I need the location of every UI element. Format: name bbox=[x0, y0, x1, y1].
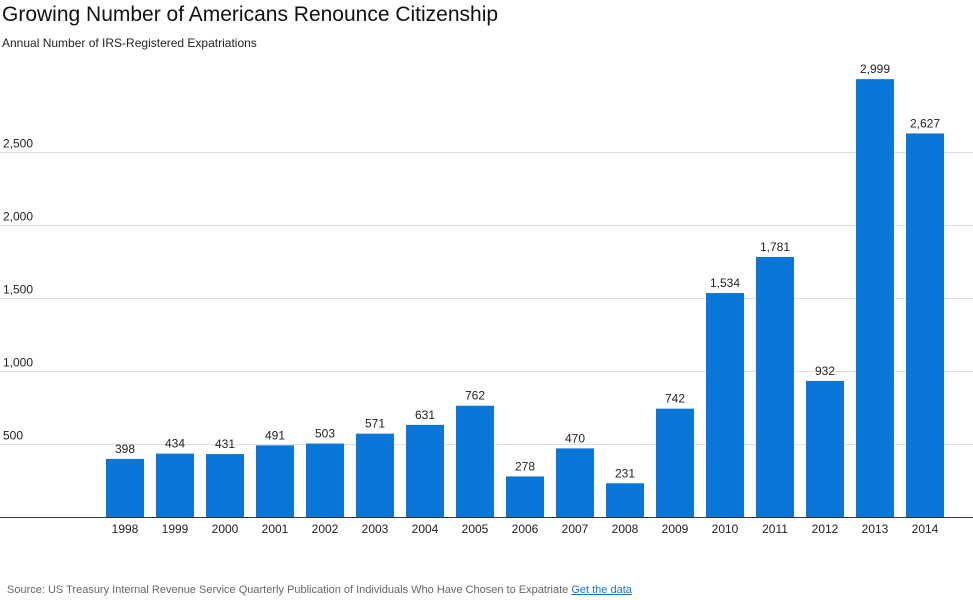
bar bbox=[806, 380, 844, 517]
y-tick-label: 1,500 bbox=[3, 283, 33, 297]
data-label: 231 bbox=[615, 466, 635, 480]
chart-subtitle: Annual Number of IRS-Registered Expatria… bbox=[2, 36, 257, 50]
bar bbox=[106, 458, 144, 517]
x-tick-label: 2013 bbox=[862, 522, 889, 536]
y-tick-label: 2,500 bbox=[3, 137, 33, 151]
chart-title: Growing Number of Americans Renounce Cit… bbox=[2, 3, 499, 26]
data-label: 470 bbox=[565, 431, 585, 445]
y-tick-label: 1,000 bbox=[3, 356, 33, 370]
data-label: 278 bbox=[515, 459, 535, 473]
data-label: 398 bbox=[115, 442, 135, 456]
bar bbox=[406, 424, 444, 517]
data-label: 503 bbox=[315, 427, 335, 441]
bar bbox=[156, 453, 194, 517]
bar bbox=[306, 443, 344, 517]
y-tick-label: 500 bbox=[3, 429, 23, 443]
bar bbox=[906, 133, 944, 517]
x-tick-label: 2010 bbox=[712, 522, 739, 536]
source-text: Source: US Treasury Internal Revenue Ser… bbox=[7, 584, 569, 596]
data-label: 631 bbox=[415, 408, 435, 422]
x-tick-label: 2001 bbox=[262, 522, 289, 536]
bar bbox=[706, 293, 744, 517]
x-tick-label: 2014 bbox=[912, 522, 939, 536]
data-label: 762 bbox=[465, 389, 485, 403]
y-tick-label: 2,000 bbox=[3, 210, 33, 224]
data-label: 2,627 bbox=[910, 116, 940, 130]
get-the-data-link[interactable]: Get the data bbox=[571, 584, 632, 596]
data-label: 2,999 bbox=[860, 62, 890, 76]
bar bbox=[756, 256, 794, 517]
x-tick-label: 1998 bbox=[112, 522, 139, 536]
x-tick-label: 2000 bbox=[212, 522, 239, 536]
x-tick-label: 2007 bbox=[562, 522, 589, 536]
bar bbox=[656, 408, 694, 517]
x-tick-label: 2002 bbox=[312, 522, 339, 536]
x-tick-label: 2006 bbox=[512, 522, 539, 536]
x-tick-label: 2005 bbox=[462, 522, 489, 536]
x-tick-label: 2011 bbox=[762, 522, 788, 536]
x-tick-label: 2012 bbox=[812, 522, 839, 536]
data-label: 1,534 bbox=[710, 276, 740, 290]
bar bbox=[606, 483, 644, 517]
bar bbox=[856, 79, 894, 518]
data-label: 742 bbox=[665, 392, 685, 406]
x-tick-label: 2004 bbox=[412, 522, 439, 536]
bar bbox=[456, 405, 494, 517]
data-label: 431 bbox=[215, 437, 235, 451]
data-label: 571 bbox=[365, 417, 385, 431]
bar bbox=[256, 445, 294, 517]
data-label: 491 bbox=[265, 428, 285, 442]
bar bbox=[206, 454, 244, 517]
bar bbox=[556, 448, 594, 517]
x-tick-label: 1999 bbox=[162, 522, 189, 536]
x-tick-label: 2003 bbox=[362, 522, 389, 536]
data-label: 1,781 bbox=[760, 240, 790, 254]
source-note: Source: US Treasury Internal Revenue Ser… bbox=[7, 584, 632, 596]
x-tick-label: 2009 bbox=[662, 522, 689, 536]
data-label: 434 bbox=[165, 437, 185, 451]
x-tick-label: 2008 bbox=[612, 522, 639, 536]
data-label: 932 bbox=[815, 364, 835, 378]
bar bbox=[506, 476, 544, 517]
bar bbox=[356, 433, 394, 517]
